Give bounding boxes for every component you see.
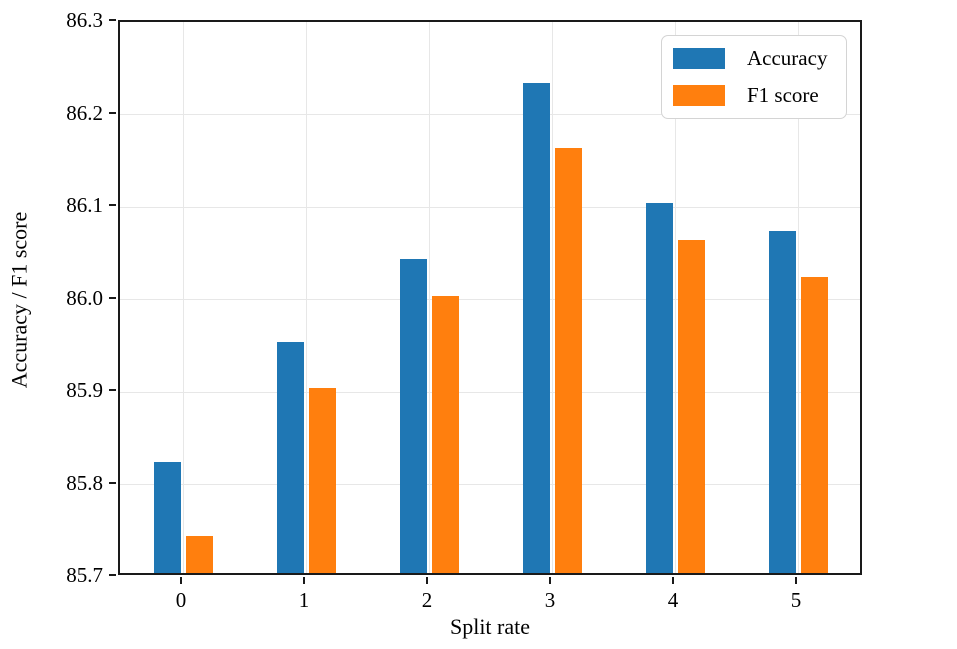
- x-tick-label: 1: [298, 588, 310, 612]
- y-tick-mark: [109, 111, 116, 114]
- accuracy-swatch: [673, 48, 725, 69]
- x-tick-mark: [303, 577, 305, 584]
- legend-label-accuracy: Accuracy: [747, 46, 828, 70]
- bar-f1-score-3: [554, 147, 582, 573]
- bar-accuracy-4: [645, 203, 673, 573]
- y-tick-mark: [109, 574, 116, 576]
- v-gridline: [674, 22, 676, 573]
- y-tick-label: 86.2: [66, 100, 103, 125]
- x-tick-label: 2: [421, 588, 433, 612]
- f1-swatch: [673, 85, 725, 106]
- plot-area: Accuracy F1 score: [118, 20, 862, 575]
- legend: Accuracy F1 score: [661, 35, 847, 119]
- x-tick-mark: [180, 577, 182, 584]
- bar-f1-score-1: [308, 388, 336, 573]
- h-gridline: [120, 206, 860, 208]
- x-tick-mark: [672, 577, 674, 584]
- x-tick-mark: [549, 577, 551, 584]
- v-gridline: [428, 22, 430, 573]
- y-tick-mark: [109, 204, 116, 206]
- x-tick-mark: [426, 577, 428, 584]
- bar-f1-score-2: [431, 295, 459, 573]
- bar-f1-score-0: [185, 536, 213, 573]
- bar-accuracy-0: [153, 462, 181, 573]
- y-axis-label: Accuracy / F1 score: [6, 211, 32, 389]
- y-tick-mark: [109, 19, 116, 21]
- bar-f1-score-5: [800, 277, 828, 573]
- v-gridline: [551, 22, 553, 573]
- v-gridline: [797, 22, 799, 573]
- x-tick-label: 5: [790, 588, 802, 612]
- legend-label-f1: F1 score: [747, 83, 819, 107]
- h-gridline: [120, 484, 860, 485]
- v-gridline: [305, 22, 307, 573]
- bar-accuracy-2: [399, 258, 427, 573]
- bar-accuracy-3: [522, 82, 550, 573]
- y-tick-label: 86.1: [66, 193, 103, 217]
- y-tick-label: 85.8: [66, 470, 103, 495]
- x-tick-mark: [795, 577, 797, 584]
- y-tick-mark: [109, 389, 116, 391]
- y-tick-label: 86.0: [66, 285, 103, 310]
- h-gridline: [120, 114, 860, 115]
- legend-entry-f1: F1 score: [673, 83, 834, 108]
- x-tick-label: 4: [667, 588, 679, 612]
- y-tick-mark: [109, 481, 116, 484]
- x-tick-label: 0: [175, 588, 187, 612]
- x-tick-label: 3: [544, 588, 556, 612]
- bar-accuracy-1: [276, 341, 304, 573]
- h-gridline: [120, 299, 860, 300]
- y-tick-label: 85.9: [66, 378, 103, 402]
- y-tick-mark: [109, 296, 116, 299]
- y-tick-label: 85.7: [66, 563, 103, 587]
- bar-accuracy-5: [768, 230, 796, 573]
- h-gridline: [120, 391, 860, 393]
- bar-f1-score-4: [677, 240, 705, 573]
- legend-entry-accuracy: Accuracy: [673, 46, 834, 71]
- y-tick-label: 86.3: [66, 8, 103, 32]
- v-gridline: [182, 22, 184, 573]
- x-axis-label: Split rate: [449, 614, 531, 639]
